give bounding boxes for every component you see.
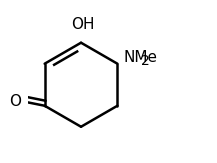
Text: O: O <box>9 94 21 109</box>
Text: 2: 2 <box>141 54 150 68</box>
Text: OH: OH <box>71 17 94 32</box>
Text: NMe: NMe <box>124 50 158 65</box>
